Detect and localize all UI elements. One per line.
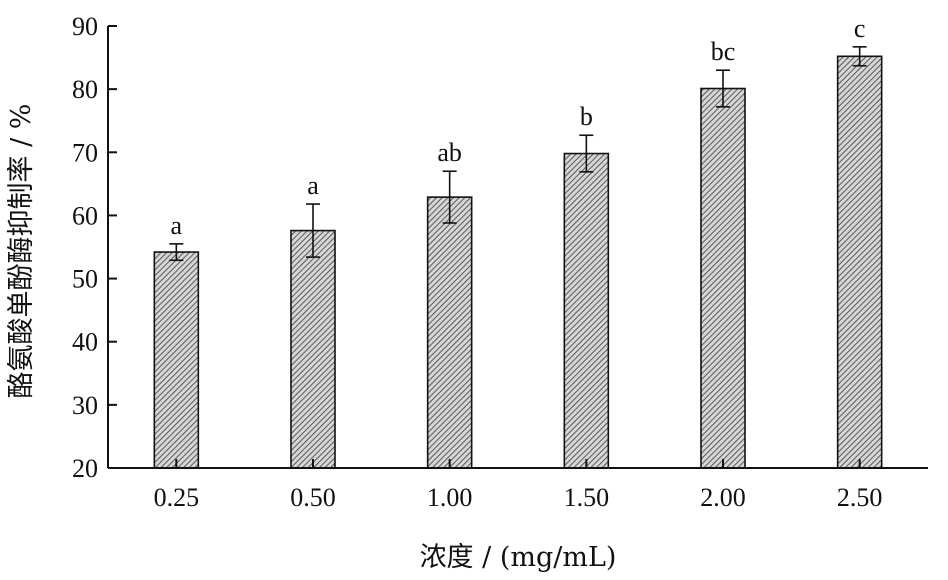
x-axis-title: 浓度 / (mg/mL) [420, 542, 617, 573]
x-tick-label: 2.00 [700, 483, 746, 512]
y-ticks: 20 30 40 50 60 70 80 90 [72, 12, 117, 483]
significance-label: c [854, 14, 866, 43]
y-tick-label: 90 [72, 12, 98, 41]
significance-label: a [171, 211, 183, 240]
x-tick-label: 1.00 [427, 483, 473, 512]
y-tick-label: 60 [72, 201, 98, 230]
bar-2.00 [700, 87, 746, 469]
y-axis-title: 酪氨酸单酚酶抑制率 / % [6, 104, 37, 399]
bar-1.50 [563, 152, 610, 469]
bar-0.50 [290, 229, 336, 469]
y-tick-label: 70 [72, 138, 98, 167]
y-tick-label: 30 [72, 391, 98, 420]
significance-label: a [307, 171, 319, 200]
bar-0.25 [153, 251, 200, 469]
x-tick-label: 1.50 [564, 483, 610, 512]
y-tick-label: 80 [72, 75, 98, 104]
axes-layer [107, 26, 928, 469]
bar-1.00 [426, 196, 473, 469]
x-tick-label: 2.50 [837, 483, 883, 512]
x-tick-label: 0.25 [154, 483, 200, 512]
x-ticks: 0.25 0.50 1.00 1.50 2.00 2.50 [154, 459, 883, 512]
y-tick-label: 50 [72, 265, 98, 294]
bar-2.50 [836, 55, 883, 469]
significance-label: ab [437, 138, 462, 167]
x-tick-label: 0.50 [290, 483, 336, 512]
y-tick-label: 40 [72, 328, 98, 357]
bars-layer: a a ab b bc c [153, 14, 883, 469]
significance-label: bc [711, 37, 736, 66]
y-tick-label: 20 [72, 454, 98, 483]
significance-label: b [580, 102, 593, 131]
